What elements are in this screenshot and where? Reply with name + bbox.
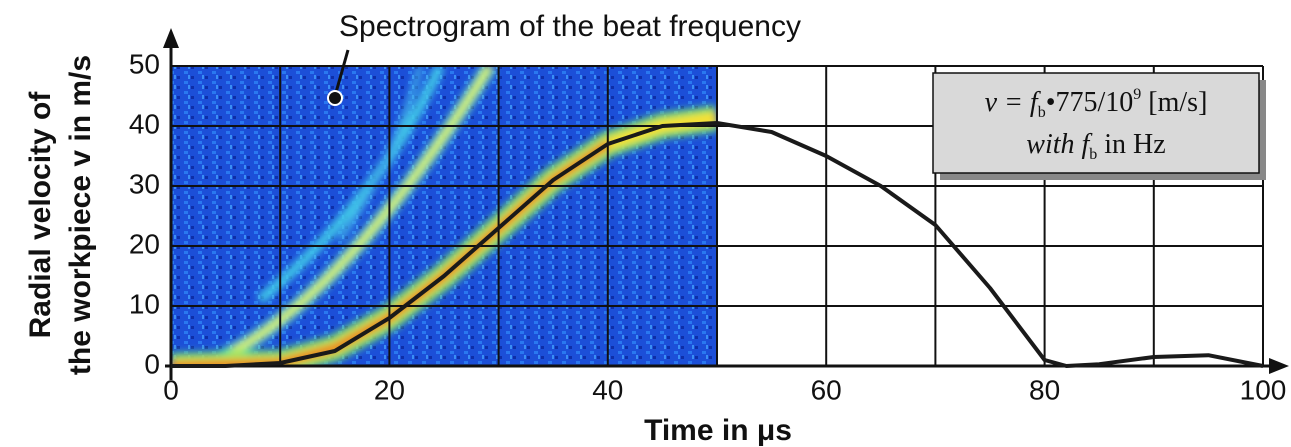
formula-part: b (1038, 104, 1046, 121)
y-tick-label: 0 (144, 348, 160, 379)
annotation-leader (333, 49, 350, 97)
formula-box (932, 72, 1266, 180)
x-arrow (1269, 358, 1289, 374)
y-tick-label: 50 (129, 48, 160, 79)
x-tick-label: 0 (163, 374, 179, 405)
y-tick-label: 40 (129, 108, 160, 139)
formula-line: v = fb•775/109 [m/s] (985, 86, 1208, 121)
x-tick-label: 100 (1240, 374, 1287, 405)
annotation: Spectrogram of the beat frequency (339, 10, 801, 43)
formula-part: with f (1026, 129, 1092, 160)
formula-part: 9 (1133, 86, 1141, 103)
x-tick-label: 20 (374, 374, 405, 405)
formula-line: with fb in Hz (1026, 129, 1165, 162)
y-tick-label: 10 (129, 288, 160, 319)
x-tick-label: 80 (1029, 374, 1060, 405)
formula-part: v = f (985, 87, 1041, 118)
y-tick-label: 30 (129, 168, 160, 199)
formula-part: b (1089, 146, 1097, 163)
annotation-dot (327, 90, 343, 106)
y-tick-label: 20 (129, 228, 160, 259)
x-axis-label: Time in μs (644, 414, 792, 447)
y-axis-label: Radial velocity of (24, 91, 57, 339)
spectrogram (171, 66, 717, 366)
line (171, 121, 1264, 368)
y-axis-label: the workpiece v in m/s (64, 55, 97, 375)
formula-part: in Hz (1097, 129, 1165, 160)
formula-part: •775/10 (1046, 87, 1134, 118)
x-tick-label: 40 (592, 374, 623, 405)
formula-part: [m/s] (1141, 87, 1207, 118)
x-tick-label: 60 (811, 374, 842, 405)
y-arrow (163, 28, 179, 48)
